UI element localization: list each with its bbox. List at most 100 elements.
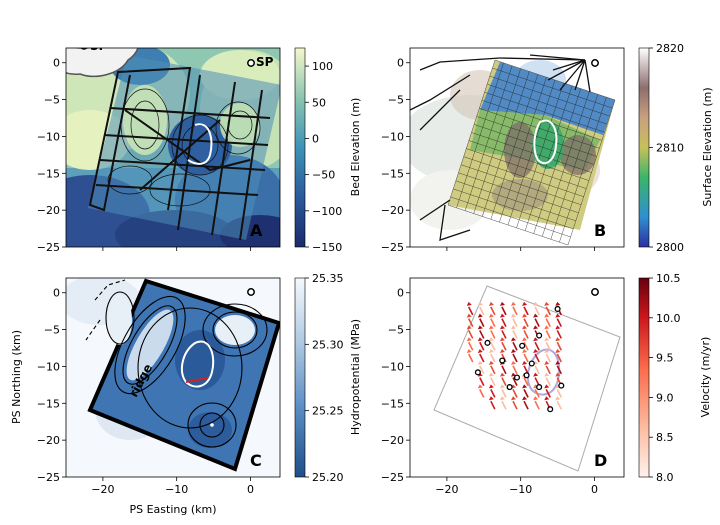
velocity-arrow: [545, 306, 551, 316]
velocity-arrow: [545, 389, 551, 398]
velocity-arrow: [512, 330, 518, 339]
velocity-arrowhead: [533, 337, 539, 342]
gps-station-marker: [513, 374, 521, 381]
velocity-arrow: [523, 330, 529, 339]
panel-c-colorbar-tick-label: 25.35: [312, 272, 344, 285]
velocity-arrow: [534, 318, 540, 328]
velocity-arrowhead: [555, 325, 561, 330]
velocity-arrowhead: [522, 301, 528, 306]
velocity-arrowhead: [477, 313, 483, 318]
velocity-arrow: [512, 377, 518, 386]
velocity-arrowhead: [488, 372, 494, 377]
velocity-arrow: [512, 353, 518, 363]
velocity-arrow: [534, 306, 540, 316]
panel-c-ytick-label: −25: [37, 471, 60, 484]
panel-b-colorbar-tick-label: 2800: [656, 241, 684, 254]
gps-station-marker: [523, 372, 530, 379]
gps-station-marker: [547, 406, 554, 413]
velocity-arrowhead: [555, 313, 561, 318]
velocity-arrowhead: [555, 349, 561, 354]
gps-station-marker: [536, 332, 543, 339]
velocity-arrowhead: [555, 372, 561, 377]
velocity-arrow: [512, 341, 518, 351]
panel-a-ytick-label: −15: [37, 167, 60, 180]
panel-b-ytick-label: 0: [397, 57, 404, 70]
velocity-arrowhead: [511, 337, 516, 342]
panel-a-marker-label: SP: [256, 55, 274, 69]
velocity-arrow: [523, 377, 529, 386]
velocity-arrowhead: [511, 325, 516, 330]
velocity-arrow: [479, 306, 485, 316]
inset-south-pole-label: SP: [90, 39, 108, 53]
panel-a-colorbar-tick-label: 50: [312, 96, 326, 109]
surface-grid-line: [476, 116, 597, 157]
panel-b-ytick-label: −5: [388, 94, 404, 107]
velocity-arrow: [523, 389, 529, 398]
velocity-arrowhead: [499, 313, 505, 318]
velocity-arrowhead: [522, 384, 528, 389]
x-axis-label: PS Easting (km): [129, 503, 216, 516]
panel-b: B 0 −5 −10 −15 −20 −25 2820 2810 2800 Surface E…: [381, 42, 714, 254]
velocity-arrow: [556, 400, 562, 410]
panel-c-colorbar-tick-label: 25.20: [312, 471, 344, 484]
panel-d-colorbar: [638, 277, 650, 478]
panel-a-colorbar-tick-label: −50: [312, 169, 335, 182]
surface-grid-line: [479, 108, 600, 149]
panel-c: ridge C 0−5−10−15−20−25−20 −10 0 25.3525.3…: [37, 272, 362, 496]
velocity-arrow: [534, 341, 540, 351]
velocity-arrowhead: [488, 301, 494, 306]
velocity-arrow: [556, 318, 562, 328]
velocity-arrowhead: [555, 360, 561, 365]
panel-a-south-pole-marker: [247, 59, 255, 67]
velocity-arrowhead: [533, 372, 539, 377]
velocity-arrowhead: [522, 337, 528, 342]
velocity-arrow: [545, 318, 551, 328]
velocity-arrowhead: [511, 301, 516, 306]
velocity-arrowhead: [533, 396, 539, 401]
gps-station-marker: [474, 369, 481, 376]
panel-c-colorbar: [294, 277, 306, 478]
panel-b-colorbar-tick-label: 2810: [656, 142, 684, 155]
velocity-arrowhead: [555, 301, 561, 306]
panel-b-south-pole-marker: [591, 59, 599, 67]
velocity-arrow: [501, 377, 507, 386]
antarctica-inset-map: SP: [66, 39, 139, 78]
panel-d-ytick-label: −5: [388, 324, 404, 337]
velocity-arrowhead: [488, 384, 494, 389]
panel-c-ytick-label: −10: [37, 360, 60, 373]
panel-c-ytick-label: 0: [53, 287, 60, 300]
panel-b-ytick-label: −10: [381, 130, 404, 143]
surface-grid-line: [450, 196, 571, 238]
panel-d-colorbar-tick-label: 9.0: [656, 391, 674, 404]
velocity-arrowhead: [499, 349, 505, 354]
velocity-arrowhead: [466, 325, 472, 330]
panel-a-colorbar: [294, 47, 306, 248]
panel-c-south-pole-marker: [247, 288, 255, 296]
surface-grid-line: [487, 83, 608, 125]
panel-d-ytick-label: −20: [381, 434, 404, 447]
panel-a-ytick-label: −25: [37, 241, 60, 254]
panel-b-frame: [409, 47, 625, 248]
velocity-arrowhead: [499, 325, 505, 330]
panel-a-ytick-label: 0: [53, 57, 60, 70]
velocity-arrowhead: [522, 349, 528, 354]
surface-grid-line: [455, 180, 576, 222]
velocity-arrow: [468, 330, 474, 339]
gps-station-marker: [519, 342, 526, 349]
panel-d-colorbar-tick-label: 9.5: [656, 352, 674, 365]
velocity-arrow: [501, 330, 507, 339]
surface-grid-line: [460, 164, 582, 205]
panel-a-ytick-label: −20: [37, 204, 60, 217]
velocity-arrowhead: [511, 313, 516, 318]
velocity-arrow: [468, 306, 474, 316]
velocity-arrow: [545, 341, 551, 351]
surface-grid-line: [471, 132, 592, 173]
velocity-arrowhead: [477, 372, 483, 377]
velocity-arrowhead: [533, 349, 539, 354]
velocity-arrowhead: [544, 325, 550, 330]
velocity-arrowhead: [499, 337, 505, 342]
gps-station-marker: [499, 357, 506, 364]
panel-c-colorbar-tick-label: 25.30: [312, 338, 344, 351]
gps-station-marker: [506, 384, 513, 391]
panel-a-ytick-label: −10: [37, 130, 60, 143]
